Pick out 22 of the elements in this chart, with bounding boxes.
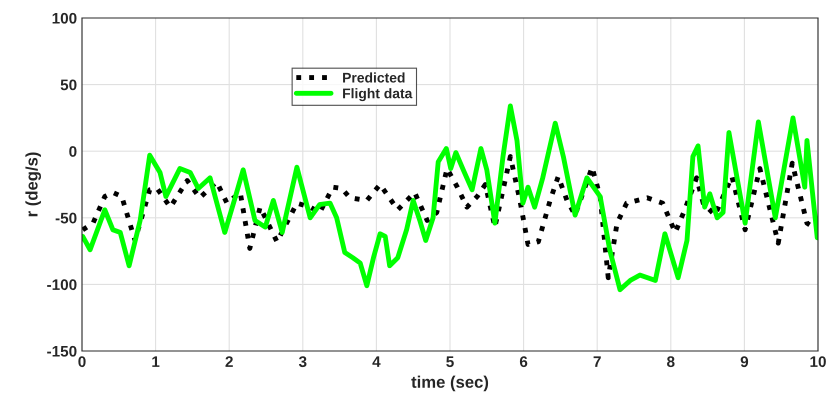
- x-tick-label: 2: [225, 356, 233, 367]
- x-tick-label: 7: [594, 356, 601, 367]
- x-tick-label: 6: [520, 356, 528, 368]
- x-axis-title: time (sec): [411, 376, 488, 392]
- line-series: [82, 103, 818, 292]
- x-tick-label: 8: [667, 356, 675, 368]
- x-tick-label: 10: [810, 356, 826, 368]
- y-tick-label: 0: [69, 146, 77, 157]
- x-tick-label: 5: [446, 356, 454, 368]
- x-tick-label: 3: [298, 356, 306, 368]
- x-tick-label: 1: [152, 356, 160, 367]
- y-tick-label: 100: [52, 12, 77, 24]
- legend-label: Flight data: [343, 88, 412, 102]
- legend-label: Predicted: [343, 72, 405, 83]
- x-tick-label: 0: [78, 356, 86, 368]
- y-tick-label: -100: [47, 279, 77, 290]
- x-tick-label: 9: [740, 356, 748, 368]
- y-tick-label: -50: [56, 212, 77, 224]
- y-tick-label: 50: [60, 79, 77, 90]
- y-axis-title: r (deg/s): [25, 152, 42, 216]
- x-tick-label: 4: [372, 356, 381, 367]
- y-tick-label: -150: [47, 346, 77, 357]
